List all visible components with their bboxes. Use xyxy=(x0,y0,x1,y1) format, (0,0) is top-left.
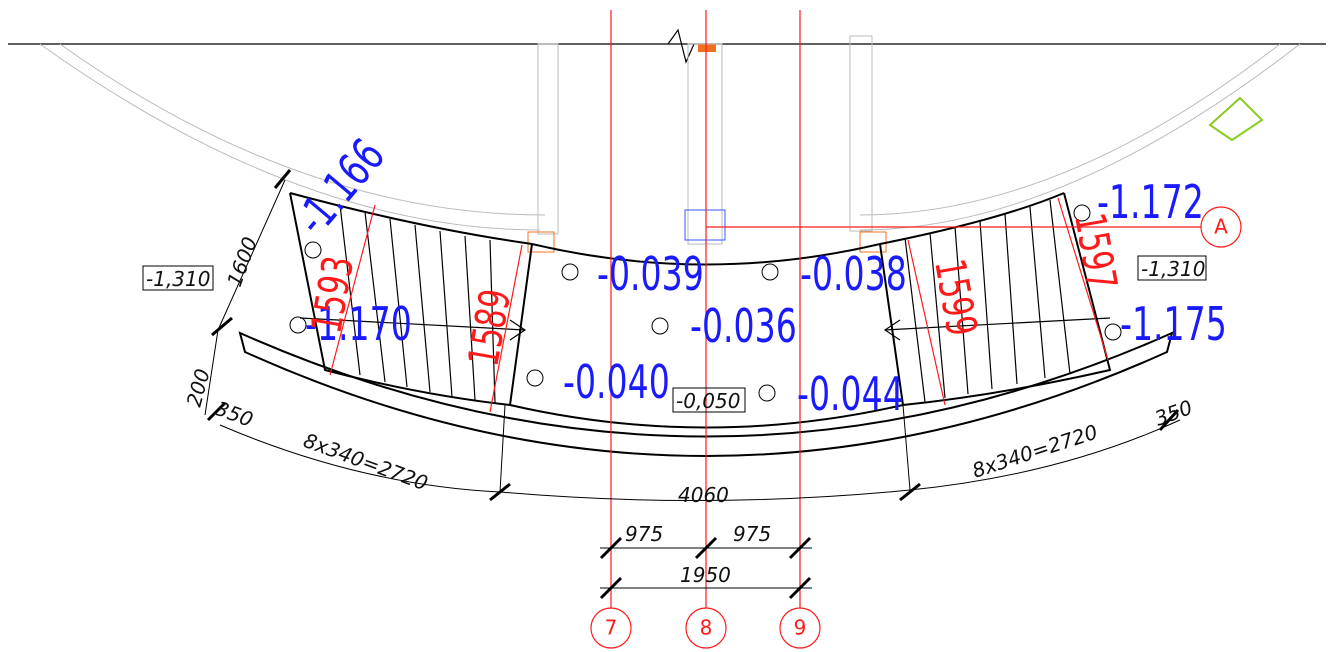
dimension: 975 xyxy=(625,522,663,546)
dimension: 8x340=2720 xyxy=(300,428,431,495)
axis-label: 9 xyxy=(794,616,807,640)
elevation: -0.039 xyxy=(597,249,704,302)
level-mark: -0,050 xyxy=(676,389,740,413)
dimension: 200 xyxy=(182,366,215,409)
elevation: -0.036 xyxy=(690,301,797,354)
dimension: 8x340=2720 xyxy=(969,420,1100,483)
dimension: 350 xyxy=(212,396,256,432)
axis-label: 8 xyxy=(700,616,713,640)
axis-label: A xyxy=(1214,215,1228,239)
geometry xyxy=(8,10,1326,649)
level-mark: -1,310 xyxy=(1141,257,1205,281)
elevation: -1.172 xyxy=(1097,177,1204,230)
labels: -0.039 -0.038 -0.036 -0.040 -0.044 -1.17… xyxy=(146,130,1228,640)
dimension: 1950 xyxy=(680,563,731,587)
dimension: 4060 xyxy=(678,483,729,507)
red-dimension: 1589 xyxy=(459,285,521,369)
dimension: 975 xyxy=(733,522,771,546)
elevation: -1.170 xyxy=(305,299,412,352)
elevation: -1.175 xyxy=(1120,299,1227,352)
elevation: -1.166 xyxy=(286,130,395,246)
elevation: -0.044 xyxy=(797,369,904,422)
dimension: 1600 xyxy=(222,234,262,290)
dimension: 350 xyxy=(1152,395,1196,431)
elevation: -0.040 xyxy=(563,357,670,410)
axis-label: 7 xyxy=(605,616,618,640)
level-mark: -1,310 xyxy=(146,267,210,291)
elevation: -0.038 xyxy=(800,249,907,302)
